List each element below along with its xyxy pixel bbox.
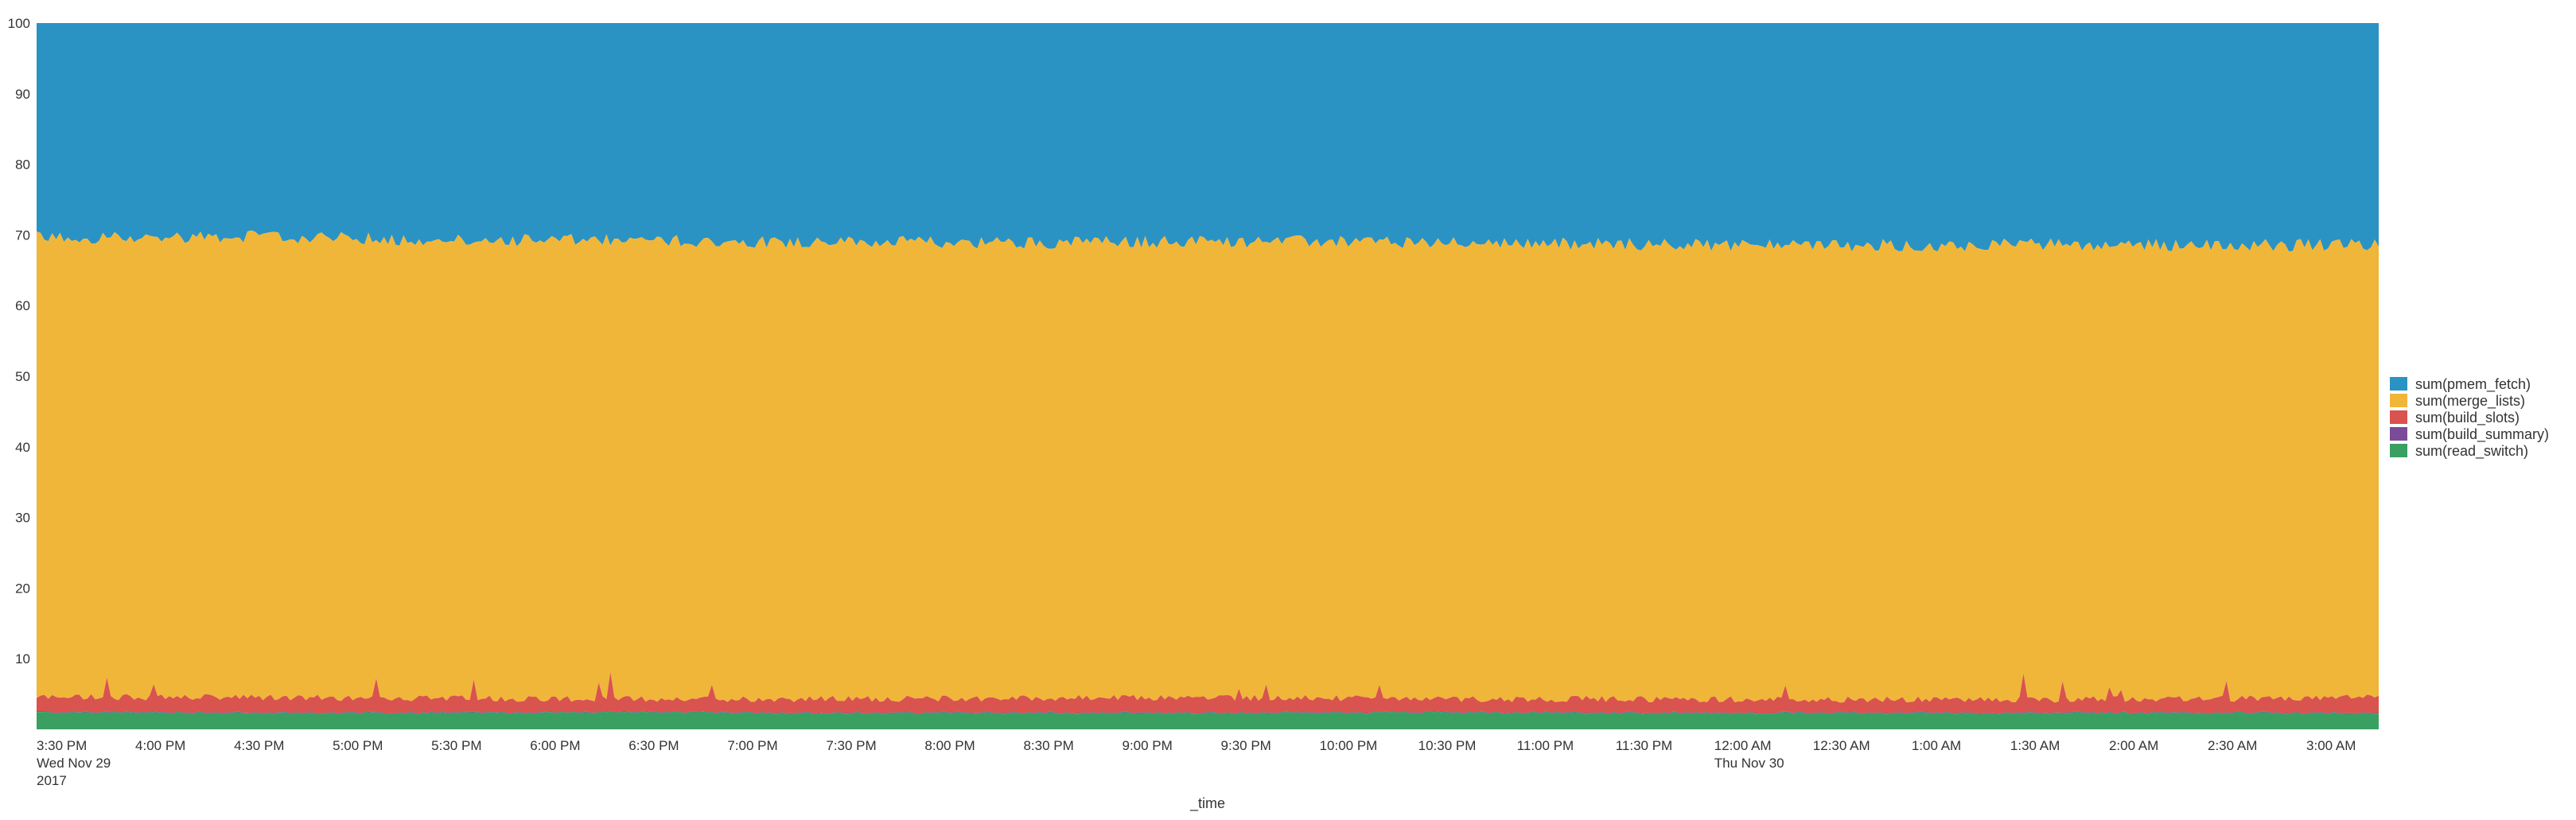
legend-swatch (2390, 377, 2407, 391)
x-tick-label: 2:00 AM (2109, 738, 2158, 753)
x-axis-title: _time (1189, 795, 1225, 812)
legend-item[interactable]: sum(pmem_fetch) (2390, 376, 2531, 393)
x-tick: 1:00 AM (1912, 738, 1961, 753)
legend-item[interactable]: sum(build_slots) (2390, 410, 2520, 426)
x-tick: 9:30 PM (1221, 738, 1271, 753)
x-tick-label: 1:00 AM (1912, 738, 1961, 753)
y-tick-label: 60 (15, 298, 30, 313)
x-tick-label: 8:30 PM (1023, 738, 1073, 753)
y-axis: 10 20 30 40 50 60 70 80 90 100 (8, 16, 30, 666)
x-tick-label: 9:30 PM (1221, 738, 1271, 753)
y-tick-label: 20 (15, 581, 30, 596)
x-tick-label: 5:30 PM (431, 738, 481, 753)
y-tick-label: 50 (15, 369, 30, 384)
x-tick: 10:00 PM (1320, 738, 1378, 753)
y-tick-label: 90 (15, 87, 30, 102)
y-tick-label: 40 (15, 440, 30, 455)
x-axis: 3:30 PM Wed Nov 29 2017 4:00 PM 4:30 PM 5:00 … (37, 738, 2356, 788)
x-tick: 7:30 PM (826, 738, 876, 753)
legend: sum(pmem_fetch)sum(merge_lists)sum(build… (2390, 376, 2549, 460)
series-area-build-slots (37, 671, 2379, 714)
x-tick: 11:00 PM (1517, 738, 1574, 753)
x-tick: 11:30 PM (1616, 738, 1673, 753)
x-tick: 12:00 AM Thu Nov 30 (1714, 738, 1784, 771)
legend-swatch (2390, 394, 2407, 407)
x-tick: 9:00 PM (1122, 738, 1172, 753)
x-tick: 4:00 PM (135, 738, 185, 753)
y-tick-label: 30 (15, 511, 30, 526)
x-tick-label: 12:00 AM (1714, 738, 1772, 753)
x-tick-label: 8:00 PM (924, 738, 975, 753)
x-tick: 3:30 PM Wed Nov 29 2017 (37, 738, 111, 788)
y-tick-label: 80 (15, 157, 30, 173)
x-tick: 12:30 AM (1813, 738, 1870, 753)
x-tick: 8:00 PM (924, 738, 975, 753)
x-tick: 5:00 PM (333, 738, 383, 753)
x-tick-label: 6:30 PM (628, 738, 679, 753)
legend-label: sum(build_slots) (2415, 410, 2520, 426)
x-tick-label: 2:30 AM (2208, 738, 2257, 753)
legend-item[interactable]: sum(merge_lists) (2390, 393, 2525, 410)
legend-item[interactable]: sum(read_switch) (2390, 443, 2528, 460)
legend-label: sum(build_summary) (2415, 426, 2549, 443)
x-tick: 1:30 AM (2010, 738, 2060, 753)
x-tick-label: 3:30 PM (37, 738, 87, 753)
series-area-pmem-fetch (37, 23, 2379, 252)
x-tick: 6:00 PM (530, 738, 580, 753)
x-tick: 2:00 AM (2109, 738, 2158, 753)
x-tick-label: 7:00 PM (727, 738, 777, 753)
legend-label: sum(merge_lists) (2415, 393, 2525, 410)
x-tick-label: 11:00 PM (1517, 738, 1574, 753)
series-area-merge-lists (37, 230, 2379, 703)
x-tick: 2:30 AM (2208, 738, 2257, 753)
x-tick-label: 4:00 PM (135, 738, 185, 753)
x-tick-label: 3:00 AM (2306, 738, 2356, 753)
x-tick: 10:30 PM (1418, 738, 1477, 753)
x-tick: 5:30 PM (431, 738, 481, 753)
x-tick-label: 7:30 PM (826, 738, 876, 753)
x-tick-label: 9:00 PM (1122, 738, 1172, 753)
x-tick-label: 10:00 PM (1320, 738, 1378, 753)
x-tick: 7:00 PM (727, 738, 777, 753)
legend-label: sum(read_switch) (2415, 443, 2528, 460)
y-tick-label: 10 (15, 651, 30, 666)
x-tick: 6:30 PM (628, 738, 679, 753)
x-tick: 4:30 PM (234, 738, 284, 753)
x-tick-label: 6:00 PM (530, 738, 580, 753)
legend-swatch (2390, 444, 2407, 457)
x-tick: 3:00 AM (2306, 738, 2356, 753)
x-tick-label: 10:30 PM (1418, 738, 1477, 753)
legend-swatch (2390, 410, 2407, 424)
series-area-read-switch (37, 711, 2379, 729)
legend-label: sum(pmem_fetch) (2415, 376, 2531, 393)
x-tick-label: 5:00 PM (333, 738, 383, 753)
x-tick-label: 4:30 PM (234, 738, 284, 753)
series-layer (37, 23, 2379, 729)
x-tick-label: 2017 (37, 773, 67, 788)
legend-item[interactable]: sum(build_summary) (2390, 426, 2549, 443)
series-area-build-summary (37, 710, 2379, 714)
x-tick-label: 1:30 AM (2010, 738, 2060, 753)
legend-swatch (2390, 427, 2407, 441)
y-tick-label: 100 (8, 16, 30, 31)
x-tick-label: Wed Nov 29 (37, 756, 111, 771)
y-tick-label: 70 (15, 227, 30, 243)
x-tick-label: Thu Nov 30 (1714, 756, 1784, 771)
x-tick-label: 12:30 AM (1813, 738, 1870, 753)
x-tick: 8:30 PM (1023, 738, 1073, 753)
x-tick-label: 11:30 PM (1616, 738, 1673, 753)
